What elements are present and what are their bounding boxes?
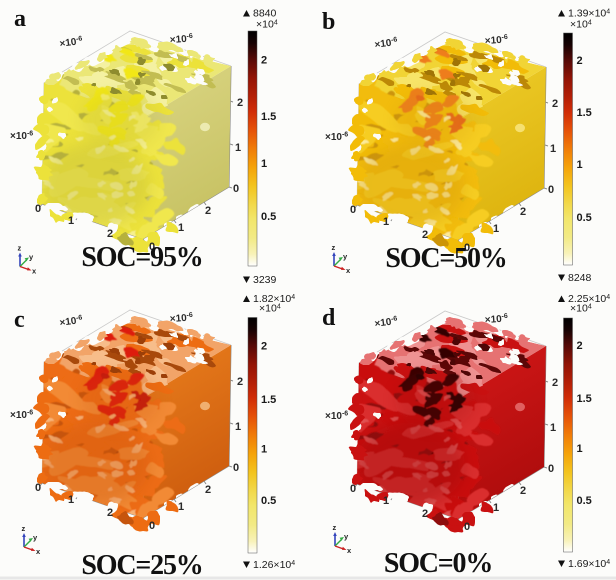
svg-text:1.5: 1.5 — [577, 393, 592, 405]
svg-text:0.5: 0.5 — [577, 212, 592, 224]
svg-text:1.69×104: 1.69×104 — [568, 558, 610, 570]
svg-text:×10-6: ×10-6 — [325, 132, 348, 144]
svg-text:1: 1 — [577, 443, 583, 455]
svg-text:2: 2 — [237, 376, 243, 388]
svg-text:y: y — [33, 533, 38, 542]
svg-text:z: z — [18, 244, 22, 253]
svg-text:2: 2 — [237, 97, 243, 109]
svg-text:2: 2 — [422, 508, 428, 520]
svg-text:1: 1 — [383, 216, 389, 228]
svg-text:×104: ×104 — [259, 303, 281, 315]
svg-text:×104: ×104 — [570, 19, 592, 31]
svg-text:1: 1 — [261, 158, 267, 170]
svg-text:1: 1 — [550, 143, 556, 155]
svg-text:0: 0 — [149, 520, 155, 532]
svg-text:SOC=25%: SOC=25% — [81, 550, 202, 580]
svg-text:x: x — [32, 267, 37, 276]
svg-text:0.5: 0.5 — [577, 495, 592, 507]
svg-text:3239: 3239 — [253, 274, 277, 286]
svg-text:1: 1 — [68, 494, 74, 506]
svg-text:1.82×104: 1.82×104 — [253, 293, 295, 305]
svg-text:2: 2 — [520, 485, 526, 497]
svg-text:8840: 8840 — [253, 8, 277, 20]
svg-text:0: 0 — [548, 463, 554, 475]
svg-text:0: 0 — [233, 462, 239, 474]
svg-text:0: 0 — [35, 203, 41, 215]
svg-text:2: 2 — [205, 484, 211, 496]
svg-text:0: 0 — [350, 204, 356, 216]
svg-text:1: 1 — [493, 223, 499, 235]
svg-text:2: 2 — [261, 341, 267, 353]
svg-text:0: 0 — [35, 482, 41, 494]
svg-text:0: 0 — [548, 184, 554, 196]
svg-text:x: x — [346, 266, 351, 275]
svg-text:1: 1 — [235, 421, 241, 433]
svg-text:1.5: 1.5 — [261, 394, 276, 406]
svg-text:×10-6: ×10-6 — [10, 131, 33, 143]
svg-text:2: 2 — [577, 340, 583, 352]
svg-text:1.5: 1.5 — [577, 107, 592, 119]
svg-text:y: y — [344, 532, 349, 541]
svg-text:2: 2 — [552, 377, 558, 389]
svg-text:1: 1 — [178, 222, 184, 234]
svg-text:1: 1 — [493, 502, 499, 514]
svg-text:×10-6: ×10-6 — [325, 411, 348, 423]
svg-text:×104: ×104 — [256, 19, 278, 31]
svg-text:2: 2 — [577, 55, 583, 67]
svg-text:SOC=0%: SOC=0% — [384, 548, 492, 579]
svg-text:8248: 8248 — [568, 272, 592, 284]
svg-text:x: x — [36, 547, 41, 556]
svg-text:1.26×104: 1.26×104 — [253, 559, 295, 571]
svg-text:a: a — [14, 6, 26, 32]
svg-text:1: 1 — [383, 495, 389, 507]
svg-text:1: 1 — [235, 142, 241, 154]
svg-text:2: 2 — [107, 228, 113, 240]
svg-text:0: 0 — [464, 521, 470, 533]
svg-text:1: 1 — [550, 422, 556, 434]
svg-text:2: 2 — [261, 55, 267, 67]
svg-text:×104: ×104 — [570, 303, 592, 315]
svg-text:z: z — [22, 524, 26, 533]
svg-text:2: 2 — [422, 229, 428, 241]
svg-text:1.39×104: 1.39×104 — [568, 8, 610, 20]
svg-text:0.5: 0.5 — [261, 495, 276, 507]
svg-text:2: 2 — [552, 98, 558, 110]
svg-text:1.5: 1.5 — [261, 111, 276, 123]
svg-text:b: b — [322, 9, 335, 35]
svg-text:1: 1 — [261, 444, 267, 456]
svg-text:0: 0 — [464, 242, 470, 254]
svg-text:×10-6: ×10-6 — [10, 410, 33, 422]
svg-text:d: d — [322, 305, 336, 331]
svg-text:z: z — [332, 243, 336, 252]
svg-text:c: c — [14, 307, 25, 333]
svg-text:0: 0 — [233, 183, 239, 195]
svg-text:y: y — [29, 253, 34, 262]
svg-text:1: 1 — [577, 159, 583, 171]
svg-text:2.25×104: 2.25×104 — [568, 293, 610, 305]
svg-text:x: x — [347, 546, 352, 555]
svg-text:2: 2 — [107, 507, 113, 519]
svg-text:1: 1 — [178, 501, 184, 513]
svg-text:SOC=50%: SOC=50% — [385, 243, 506, 274]
svg-text:y: y — [343, 252, 348, 261]
svg-text:SOC=95%: SOC=95% — [81, 242, 202, 273]
svg-text:1: 1 — [68, 215, 74, 227]
svg-text:z: z — [333, 523, 337, 532]
svg-text:0: 0 — [149, 241, 155, 253]
svg-text:2: 2 — [205, 205, 211, 217]
svg-text:0.5: 0.5 — [261, 211, 276, 223]
svg-text:2: 2 — [520, 206, 526, 218]
svg-text:0: 0 — [350, 483, 356, 495]
